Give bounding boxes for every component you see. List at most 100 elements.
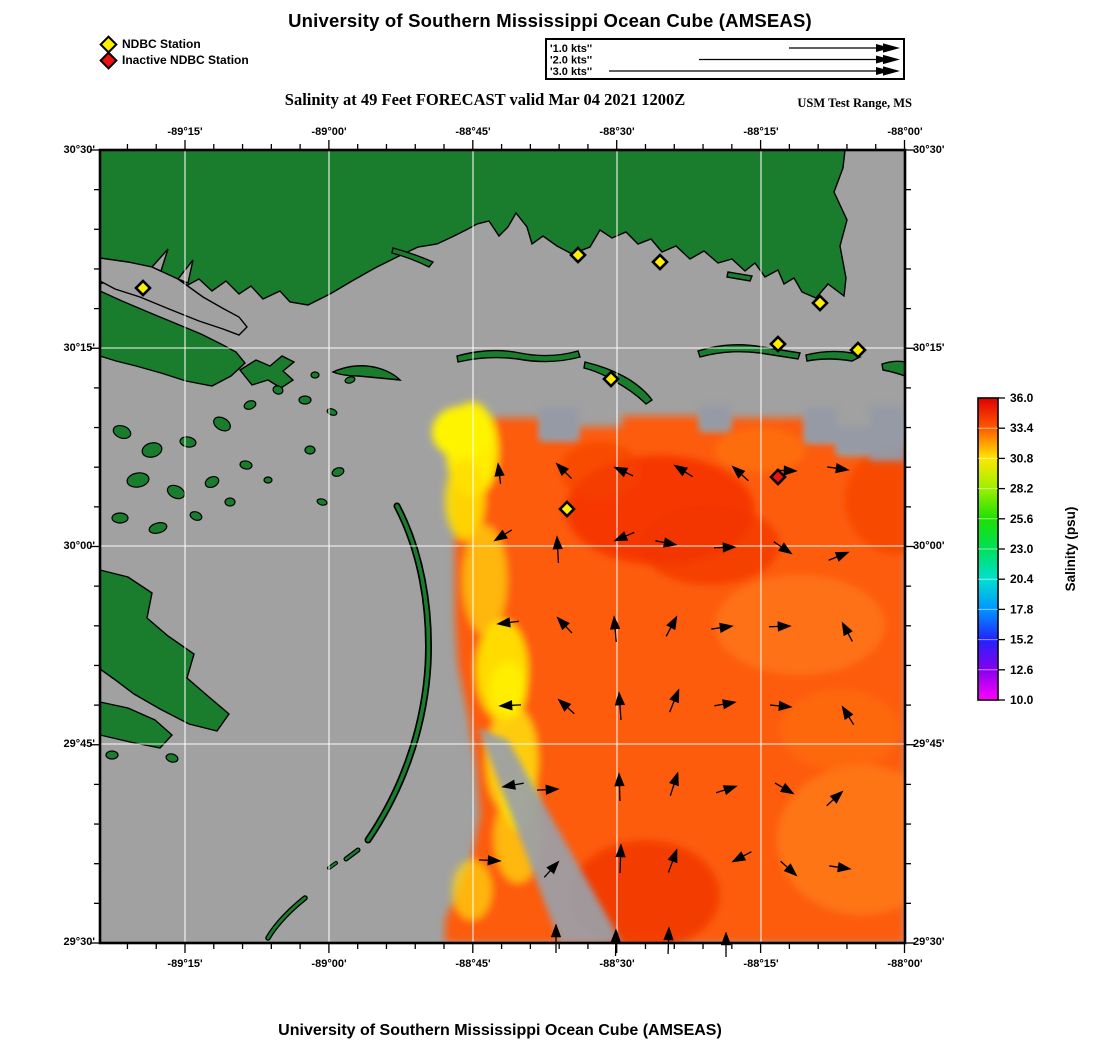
colorbar-tick-label: 12.6 xyxy=(1010,663,1034,677)
current-vector-arrow xyxy=(543,860,560,878)
current-vector-arrow xyxy=(493,529,513,542)
legend-item-ndbc: NDBC Station xyxy=(99,34,249,54)
current-vector-arrow xyxy=(731,465,749,482)
x-axis-label-bottom: -88°15' xyxy=(743,958,779,970)
colorbar-tick-label: 10.0 xyxy=(1010,693,1034,707)
current-vector-arrow xyxy=(614,691,626,720)
velocity-key-label: '3.0 kts'' xyxy=(550,66,592,78)
ndbc-station-marker xyxy=(602,370,620,388)
x-axis-label-top: -88°45' xyxy=(455,126,491,138)
current-vector-arrow xyxy=(841,705,855,726)
y-axis-label-right: 30°15' xyxy=(913,342,945,354)
x-axis-label-top: -89°00' xyxy=(311,126,347,138)
current-vector-arrow xyxy=(711,622,734,633)
salinity-field xyxy=(432,402,905,943)
colorbar-tick-label: 15.2 xyxy=(1010,633,1034,647)
current-vector-arrow xyxy=(613,466,634,478)
current-vector-arrow xyxy=(555,462,573,480)
current-vector-arrow xyxy=(780,860,798,877)
x-axis-label-top: -88°30' xyxy=(599,126,635,138)
y-axis-label-left: 30°30' xyxy=(63,144,96,156)
current-vector-arrow xyxy=(610,615,621,642)
current-vector-arrow xyxy=(501,779,524,790)
y-axis-label-right: 30°30' xyxy=(913,144,945,156)
current-vector-arrow xyxy=(667,848,678,873)
x-axis-label-bottom: -88°30' xyxy=(599,958,635,970)
legend-label: NDBC Station xyxy=(122,37,201,51)
y-axis-label-right: 29°30' xyxy=(913,936,945,948)
velocity-key-label: '1.0 kts'' xyxy=(550,43,592,55)
y-axis-label-left: 30°00' xyxy=(63,540,96,552)
current-vector-arrow xyxy=(826,790,844,807)
current-vector-arrow xyxy=(714,699,737,710)
station-legend: NDBC Station Inactive NDBC Station xyxy=(99,34,249,70)
current-vector-arrow xyxy=(731,851,752,863)
current-vector-arrow xyxy=(773,541,793,555)
current-vector-arrow xyxy=(768,621,792,632)
current-vector-arrow xyxy=(655,537,678,548)
footer-title: University of Southern Mississippi Ocean… xyxy=(278,1022,722,1039)
legend-label: Inactive NDBC Station xyxy=(122,53,249,67)
colorbar-tick-label: 17.8 xyxy=(1010,602,1034,616)
x-axis-label-top: -88°15' xyxy=(743,126,779,138)
current-vector-arrow xyxy=(536,784,560,795)
colorbar-tick-label: 36.0 xyxy=(1010,391,1034,405)
current-vector-arrow xyxy=(613,531,635,542)
current-vectors xyxy=(478,462,855,957)
colorbar: 36.0 33.4 30.8 28.2 25.6 23.0 20.4 17.8 15.2 12.6… xyxy=(977,391,1078,707)
legend-item-inactive-ndbc: Inactive NDBC Station xyxy=(99,50,249,70)
y-axis-label-left: 30°15' xyxy=(63,342,96,354)
colorbar-tick-label: 30.8 xyxy=(1010,451,1034,465)
y-axis-label-right: 30°00' xyxy=(913,540,945,552)
current-vector-arrow xyxy=(557,698,575,715)
y-axis-label-right: 29°45' xyxy=(913,738,945,750)
velocity-scale-key: '1.0 kts'''2.0 kts'''3.0 kts'' xyxy=(545,38,905,80)
current-vector-arrow xyxy=(552,535,563,563)
current-vector-arrow xyxy=(829,862,852,873)
current-vector-arrow xyxy=(668,771,679,796)
x-axis-label-top: -89°15' xyxy=(167,126,203,138)
ndbc-station-marker xyxy=(849,341,867,359)
current-vector-arrow xyxy=(615,843,626,874)
map-plot xyxy=(90,140,915,957)
y-axis-label-left: 29°30' xyxy=(63,936,96,948)
current-vector-arrow xyxy=(715,785,738,796)
current-vector-arrow xyxy=(496,617,519,628)
x-axis-label-bottom: -89°15' xyxy=(167,958,203,970)
graticule xyxy=(100,150,905,943)
ndbc-stations xyxy=(134,246,867,518)
current-vector-arrow xyxy=(498,700,522,711)
current-vector-arrow xyxy=(550,923,562,953)
page-title: University of Southern Mississippi Ocean… xyxy=(288,10,812,31)
ndbc-station-marker xyxy=(558,500,576,518)
ndbc-station-marker xyxy=(569,246,587,264)
plot-title: Salinity at 49 Feet FORECAST valid Mar 0… xyxy=(284,90,686,109)
inactive-ndbc-station-marker xyxy=(769,468,787,486)
current-vector-arrow xyxy=(774,782,795,795)
current-vector-arrow xyxy=(665,615,678,637)
colorbar-title: Salinity (psu) xyxy=(1063,507,1078,592)
current-vector-arrow xyxy=(841,621,853,642)
current-vector-arrow xyxy=(478,855,502,866)
x-axis-label-top: -88°00' xyxy=(887,126,923,138)
current-vector-arrow xyxy=(770,700,793,711)
colorbar-tick-label: 28.2 xyxy=(1010,482,1034,496)
ndbc-station-marker xyxy=(811,294,829,312)
ndbc-station-marker xyxy=(651,253,669,271)
current-vector-arrow xyxy=(614,772,625,802)
inactive-ndbc-station-icon xyxy=(99,50,118,70)
colorbar-tick-label: 23.0 xyxy=(1010,542,1034,556)
velocity-key-label: '2.0 kts'' xyxy=(550,55,592,67)
ndbc-station-marker xyxy=(769,335,787,353)
x-axis-label-bottom: -89°00' xyxy=(311,958,347,970)
y-axis-label-left: 29°45' xyxy=(63,738,96,750)
current-vector-arrow xyxy=(673,464,694,478)
x-axis-label-bottom: -88°45' xyxy=(455,958,491,970)
region-label: USM Test Range, MS xyxy=(797,96,912,110)
current-vector-arrow xyxy=(828,551,850,562)
current-vector-arrow xyxy=(556,616,573,634)
current-vector-arrow xyxy=(827,463,850,474)
x-axis-label-bottom: -88°00' xyxy=(887,958,923,970)
colorbar-tick-label: 20.4 xyxy=(1010,572,1034,586)
